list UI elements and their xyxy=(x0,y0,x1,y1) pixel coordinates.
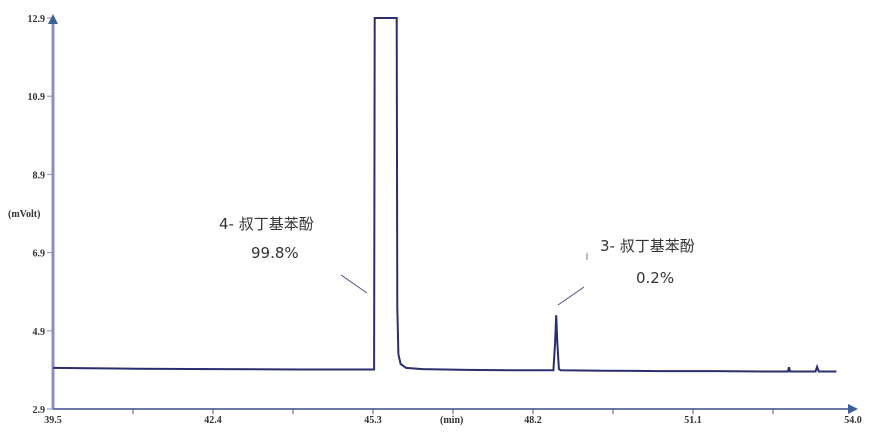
x-tick-label: 54.0 xyxy=(844,415,862,426)
annotation-arrow-2 xyxy=(557,286,585,306)
x-axis-arrow-icon xyxy=(848,404,858,414)
peak-label-2: 3- 叔丁基苯酚 xyxy=(600,237,695,255)
peak-label-1: 4- 叔丁基苯酚 xyxy=(219,215,314,233)
x-tick-label: 51.1 xyxy=(684,415,702,426)
x-axis-ticks: 39.5 42.4 45.3 48.2 51.1 54.0 xyxy=(44,409,862,426)
y-axis-label: (mVolt) xyxy=(8,209,40,220)
peak-value-1: 99.8% xyxy=(251,244,299,262)
y-tick-label: 10.9 xyxy=(28,92,46,103)
x-tick-label: 45.3 xyxy=(364,415,382,426)
annotation-arrow-1 xyxy=(340,274,368,294)
x-axis-label: (min) xyxy=(440,415,463,426)
y-tick-label: 12.9 xyxy=(28,14,46,25)
x-tick-label: 48.2 xyxy=(524,415,542,426)
x-tick-label: 42.4 xyxy=(204,415,222,426)
chromatogram-trace xyxy=(52,17,837,373)
peak-value-2: 0.2% xyxy=(636,269,674,287)
y-tick-label: 2.9 xyxy=(33,405,46,416)
x-tick-label: 39.5 xyxy=(44,415,62,426)
y-tick-label: 8.9 xyxy=(33,170,46,181)
y-tick-label: 6.9 xyxy=(33,249,46,260)
y-axis-arrow-icon xyxy=(48,14,58,24)
y-tick-label: 4.9 xyxy=(33,327,46,338)
